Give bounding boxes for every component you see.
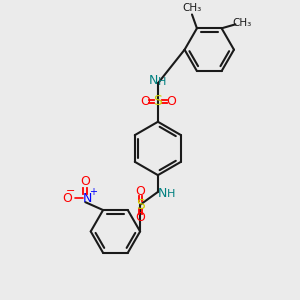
Text: H: H — [158, 77, 166, 87]
Text: O: O — [166, 94, 176, 108]
Text: −: − — [66, 186, 75, 196]
Text: N: N — [148, 74, 158, 87]
Text: S: S — [136, 198, 145, 212]
Text: N: N — [82, 192, 92, 205]
Text: S: S — [154, 94, 162, 108]
Text: +: + — [89, 187, 97, 197]
Text: CH₃: CH₃ — [233, 18, 252, 28]
Text: N: N — [158, 188, 167, 200]
Text: O: O — [135, 211, 145, 224]
Text: O: O — [135, 185, 145, 198]
Text: O: O — [140, 94, 150, 108]
Text: CH₃: CH₃ — [182, 3, 202, 13]
Text: O: O — [63, 192, 73, 205]
Text: O: O — [80, 175, 90, 188]
Text: H: H — [167, 189, 175, 199]
